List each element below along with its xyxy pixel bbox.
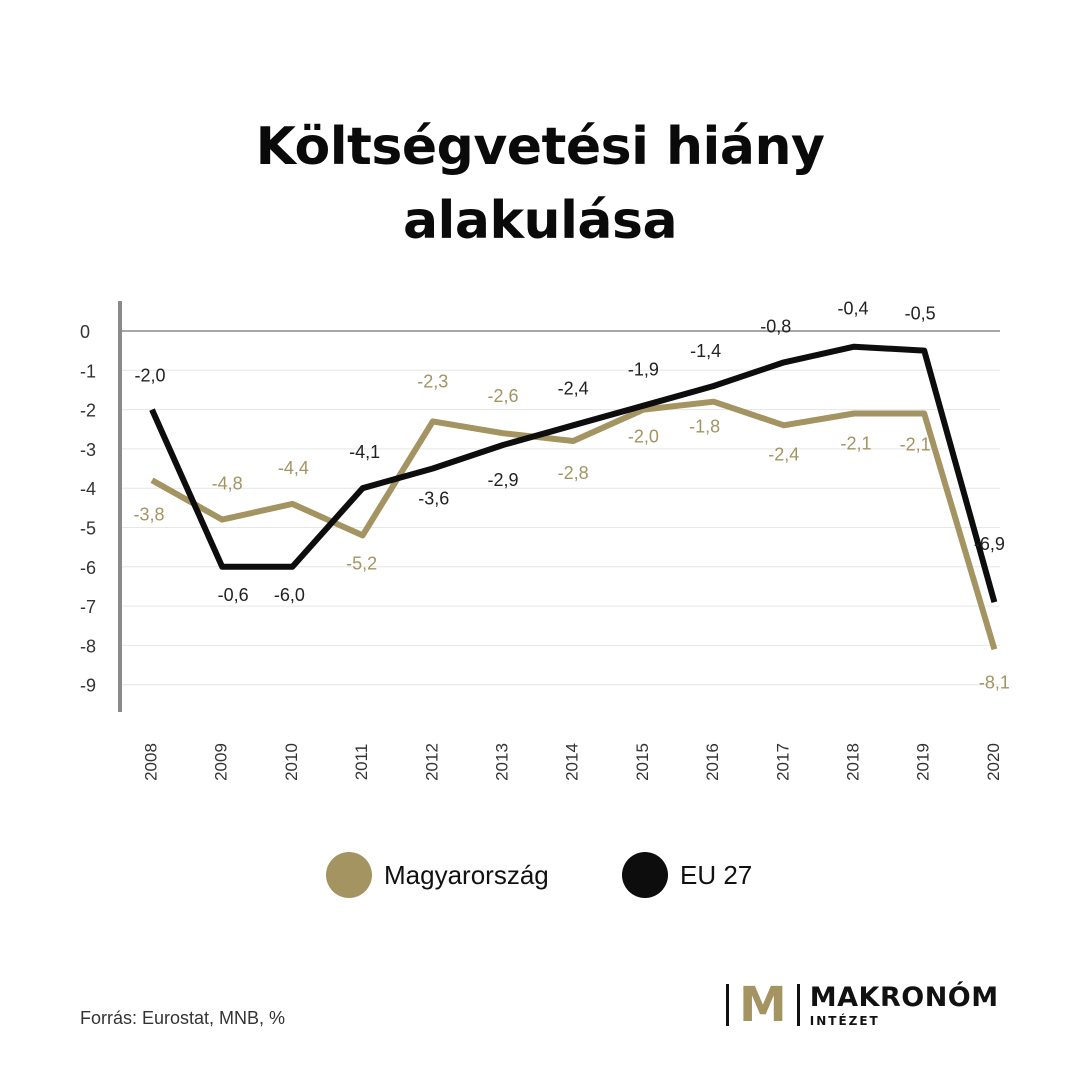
logo-subtitle: INTÉZET: [809, 1013, 880, 1028]
data-label-hungary: -2,4: [768, 444, 799, 464]
legend-label-eu27: EU 27: [680, 859, 753, 890]
y-tick-label: 0: [80, 322, 90, 342]
data-label-eu27: -2,0: [134, 366, 165, 386]
y-tick-label: -6: [80, 558, 96, 578]
y-tick-label: -7: [80, 597, 96, 617]
x-tick-label: 2016: [703, 743, 722, 781]
data-label-hungary: -2,3: [417, 371, 448, 391]
x-tick-label: 2011: [352, 744, 371, 781]
data-label-hungary: -5,2: [346, 553, 377, 573]
data-label-hungary: -2,8: [558, 463, 589, 483]
x-tick-label: 2012: [422, 743, 441, 781]
series-line-hungary: [150, 398, 998, 651]
logo-mark: M: [739, 977, 787, 1033]
data-label-eu27: -0,6: [218, 585, 249, 605]
x-tick-label: 2008: [141, 743, 160, 781]
source-note: Forrás: Eurostat, MNB, %: [80, 1008, 286, 1028]
data-label-eu27: -2,9: [487, 470, 518, 490]
y-tick-label: -8: [80, 636, 96, 656]
x-tick-label: 2019: [914, 743, 933, 781]
x-tick-label: 2009: [212, 743, 231, 781]
logo-wordmark: MAKRONÓM INTÉZET: [810, 984, 999, 1027]
data-label-hungary: -2,0: [628, 427, 659, 447]
legend-item-eu27: EU 27: [622, 852, 752, 898]
y-tick-label: -3: [80, 440, 96, 460]
data-label-hungary: -2,1: [840, 434, 871, 454]
data-label-hungary: -8,1: [979, 672, 1010, 692]
legend-swatch-hungary: [326, 852, 372, 898]
data-label-hungary: -4,8: [212, 474, 243, 494]
chart-title: Költségvetési hiány alakulása: [0, 110, 1080, 258]
data-label-eu27: -0,5: [905, 304, 936, 324]
series-line-eu27: [149, 343, 998, 604]
logo-name: MAKRONÓM: [809, 981, 999, 1013]
data-label-eu27: -3,6: [418, 489, 449, 509]
legend-swatch-eu27: [622, 852, 668, 898]
x-tick-label: 2010: [282, 743, 301, 781]
logo-divider: [796, 984, 800, 1026]
x-tick-label: 2013: [492, 743, 511, 781]
data-label-hungary: -2,1: [900, 435, 931, 455]
y-tick-label: -9: [80, 676, 96, 696]
data-label-eu27: -6,0: [274, 585, 305, 605]
x-tick-label: 2017: [773, 743, 792, 781]
y-tick-label: -2: [80, 401, 96, 421]
y-tick-label: -4: [80, 479, 96, 499]
data-label-hungary: -4,4: [278, 458, 309, 478]
data-label-hungary: -2,6: [487, 386, 518, 406]
data-label-eu27: -0,4: [837, 299, 868, 319]
x-tick-label: 2020: [984, 743, 1003, 781]
x-tick-label: 2014: [563, 743, 582, 781]
legend-label-hungary: Magyarország: [384, 859, 549, 890]
data-label-eu27: -0,8: [760, 316, 791, 336]
y-tick-label: -5: [80, 519, 96, 539]
makronom-logo: M MAKRONÓM INTÉZET: [726, 977, 999, 1033]
data-label-eu27: -2,4: [558, 378, 589, 398]
x-tick-label: 2018: [843, 743, 862, 781]
data-label-eu27: -1,9: [628, 360, 659, 380]
logo-divider: [726, 984, 729, 1026]
chart-title-line-1: Költségvetési hiány: [255, 117, 825, 177]
data-label-eu27: -1,4: [690, 341, 721, 361]
data-label-hungary: -1,8: [689, 417, 720, 437]
data-label-hungary: -3,8: [133, 504, 164, 524]
legend-item-hungary: Magyarország: [326, 852, 549, 898]
y-tick-label: -1: [80, 361, 96, 381]
data-label-eu27: -4,1: [349, 442, 380, 462]
chart-legend: Magyarország EU 27: [0, 852, 1080, 902]
x-tick-label: 2015: [633, 743, 652, 781]
chart-title-line-2: alakulása: [402, 191, 678, 251]
data-label-eu27: -6,9: [974, 534, 1005, 554]
